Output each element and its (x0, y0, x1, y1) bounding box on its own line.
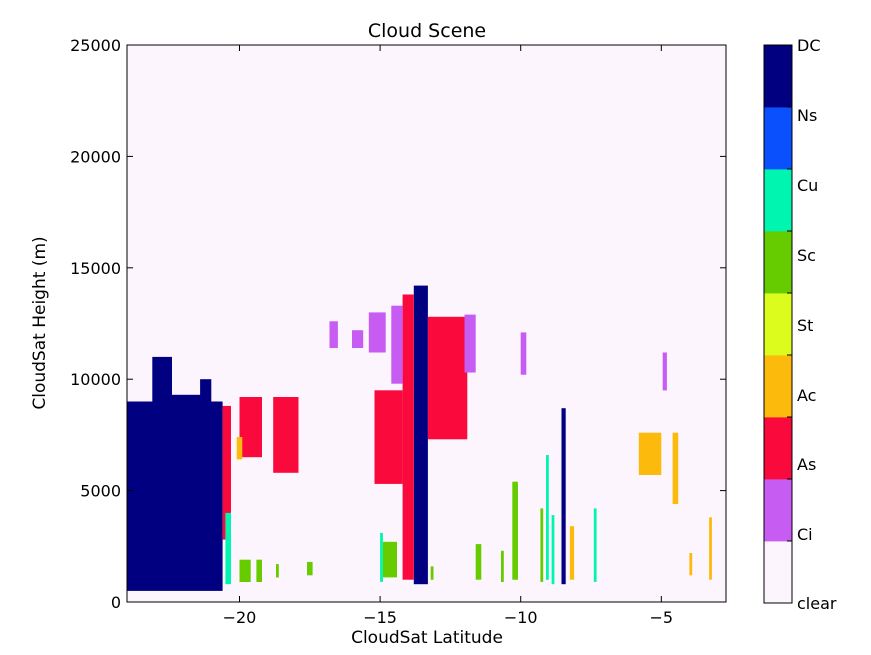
cloud-region-sc-36 (430, 566, 434, 580)
colorbar-border (763, 44, 793, 604)
cloud-region-dc-5 (561, 408, 566, 585)
colorbar-segment-dc (764, 45, 792, 108)
cloud-region-as-9 (374, 390, 403, 484)
cloud-region-ci-17 (520, 332, 527, 375)
y-tick-label: 15000 (70, 259, 121, 278)
cloud-region-ci-18 (662, 352, 667, 391)
cloud-region-cu-25 (225, 512, 231, 585)
cloud-region-ci-12 (329, 321, 338, 348)
plot-frame (126, 44, 727, 603)
cloud-region-dc-4 (413, 285, 428, 585)
cloud-region-sc-37 (475, 544, 482, 580)
colorbar-label-ci: Ci (797, 525, 813, 544)
colorbar-label-ac: Ac (797, 386, 816, 405)
cloud-region-cu-30 (593, 508, 597, 582)
y-tick-label: 0 (111, 593, 121, 612)
cloud-region-sc-33 (276, 564, 279, 578)
plot-area (127, 45, 726, 602)
cloud-region-cu-28 (546, 455, 549, 580)
y-axis-label: CloudSat Height (m) (30, 236, 50, 409)
cloud-region-sc-31 (239, 559, 251, 582)
cloud-region-as-8 (273, 397, 299, 473)
cloud-region-sc-38 (501, 550, 504, 582)
cloud-region-cu-29 (551, 515, 555, 585)
x-axis: −20 −15 −10 −5 (223, 45, 674, 627)
x-tick-label: −20 (223, 608, 257, 627)
cloud-region-as-7 (239, 397, 262, 458)
colorbar-segment-clear (764, 541, 792, 604)
cloud-region-sc-35 (382, 541, 397, 578)
y-tick-label: 10000 (70, 370, 121, 389)
plot-border (126, 44, 727, 603)
cloud-region-dc-1 (152, 356, 172, 580)
colorbar-label-clear: clear (797, 594, 837, 613)
colorbar-segment-cu (764, 169, 792, 232)
cloud-region-ac-24 (569, 526, 575, 580)
cloud-region-ac-20 (638, 432, 662, 475)
x-tick-label: −5 (650, 608, 674, 627)
colorbar: clear Ci As Ac St Sc Cu Ns DC (763, 36, 837, 613)
y-tick-label: 20000 (70, 147, 121, 166)
cloud-region-sc-39 (512, 481, 518, 580)
y-tick-label: 5000 (80, 482, 121, 501)
cloud-region-ci-13 (352, 330, 364, 348)
colorbar-label-sc: Sc (797, 246, 816, 265)
cloud-region-sc-34 (307, 561, 313, 576)
colorbar-segment-ci (764, 479, 792, 542)
x-tick-label: −15 (363, 608, 397, 627)
cloud-region-dc-2 (169, 394, 203, 580)
chart-title: Cloud Scene (368, 20, 486, 42)
colorbar-segment-st (764, 293, 792, 356)
x-tick-label: −10 (504, 608, 538, 627)
colorbar-label-st: St (797, 316, 813, 335)
colorbar-label-as: As (797, 455, 816, 474)
cloud-region-ci-14 (368, 312, 386, 353)
cloud-region-sc-32 (256, 559, 262, 582)
colorbar-segment-ns (764, 107, 792, 170)
colorbar-segment-sc (764, 231, 792, 294)
y-tick-label: 25000 (70, 36, 121, 55)
colorbar-segment-as (764, 417, 792, 480)
colorbar-segment-ac (764, 355, 792, 418)
cloud-region-cu-26 (380, 532, 383, 582)
cloud-region-as-10 (402, 294, 414, 580)
cloud-region-ci-16 (464, 314, 476, 373)
x-axis-label: CloudSat Latitude (351, 628, 503, 648)
colorbar-label-ns: Ns (797, 106, 817, 125)
cloud-region-ac-22 (689, 553, 693, 576)
cloud-region-ac-19 (236, 437, 243, 460)
y-axis: 0 5000 10000 15000 20000 25000 (70, 36, 726, 612)
cloud-region-ac-21 (672, 432, 679, 504)
cloud-region-dc-3 (200, 379, 212, 580)
cloud-region-as-6 (222, 405, 231, 540)
cloud-region-ac-23 (709, 517, 712, 580)
cloud-region-ci-15 (391, 305, 403, 384)
cloud-region-sc-40 (540, 508, 544, 582)
cloud-region-as-11 (427, 316, 468, 440)
colorbar-label-dc: DC (797, 36, 821, 55)
colorbar-label-cu: Cu (797, 176, 818, 195)
